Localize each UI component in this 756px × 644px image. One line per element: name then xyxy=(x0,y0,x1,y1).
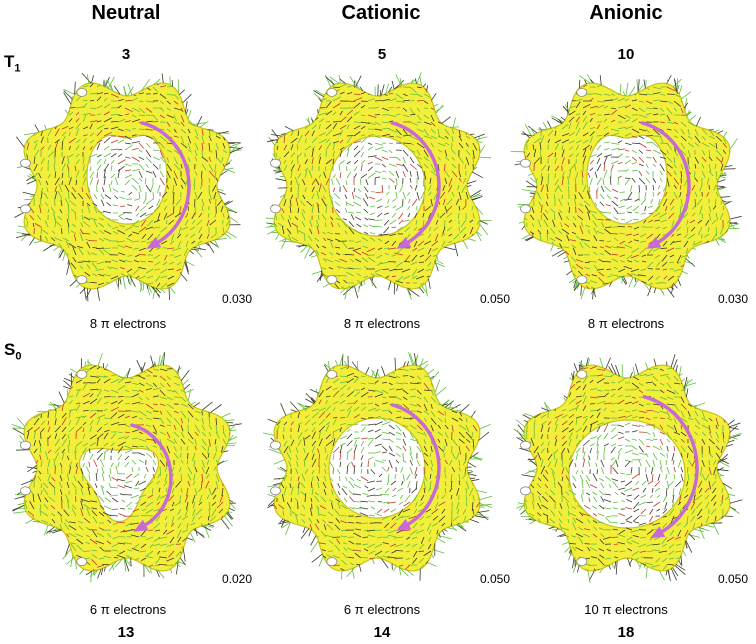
current-density-plot xyxy=(252,340,502,600)
current-density-plot xyxy=(502,340,752,600)
state-label-t1: T1 xyxy=(4,52,21,75)
pi-electron-count: 8 π electrons xyxy=(343,316,421,331)
pi-electron-count: 6 π electrons xyxy=(89,602,167,617)
isovalue-threshold: 0.020 xyxy=(222,572,253,586)
isovalue-threshold: 0.050 xyxy=(480,292,511,306)
pi-electron-count: 6 π electrons xyxy=(343,602,421,617)
current-density-plot xyxy=(2,58,252,318)
compound-number: 10 xyxy=(617,46,635,63)
state-label-s0: S0 xyxy=(4,340,22,363)
column-header-anionic: Anionic xyxy=(589,2,663,24)
current-density-plot xyxy=(2,340,252,600)
isovalue-threshold: 0.050 xyxy=(480,572,511,586)
current-density-plot xyxy=(502,58,752,318)
isovalue-threshold: 0.050 xyxy=(718,572,749,586)
isovalue-threshold: 0.030 xyxy=(718,292,749,306)
compound-number: 18 xyxy=(617,624,635,641)
compound-number: 13 xyxy=(117,624,135,641)
compound-number: 14 xyxy=(373,624,391,641)
pi-electron-count: 8 π electrons xyxy=(587,316,665,331)
current-density-plot xyxy=(252,58,502,318)
isovalue-threshold: 0.030 xyxy=(222,292,253,306)
column-header-neutral: Neutral xyxy=(91,2,161,24)
pi-electron-count: 8 π electrons xyxy=(89,316,167,331)
pi-electron-count: 10 π electrons xyxy=(584,602,668,617)
compound-number: 3 xyxy=(121,46,131,63)
compound-number: 5 xyxy=(377,46,387,63)
column-header-cationic: Cationic xyxy=(341,2,421,24)
